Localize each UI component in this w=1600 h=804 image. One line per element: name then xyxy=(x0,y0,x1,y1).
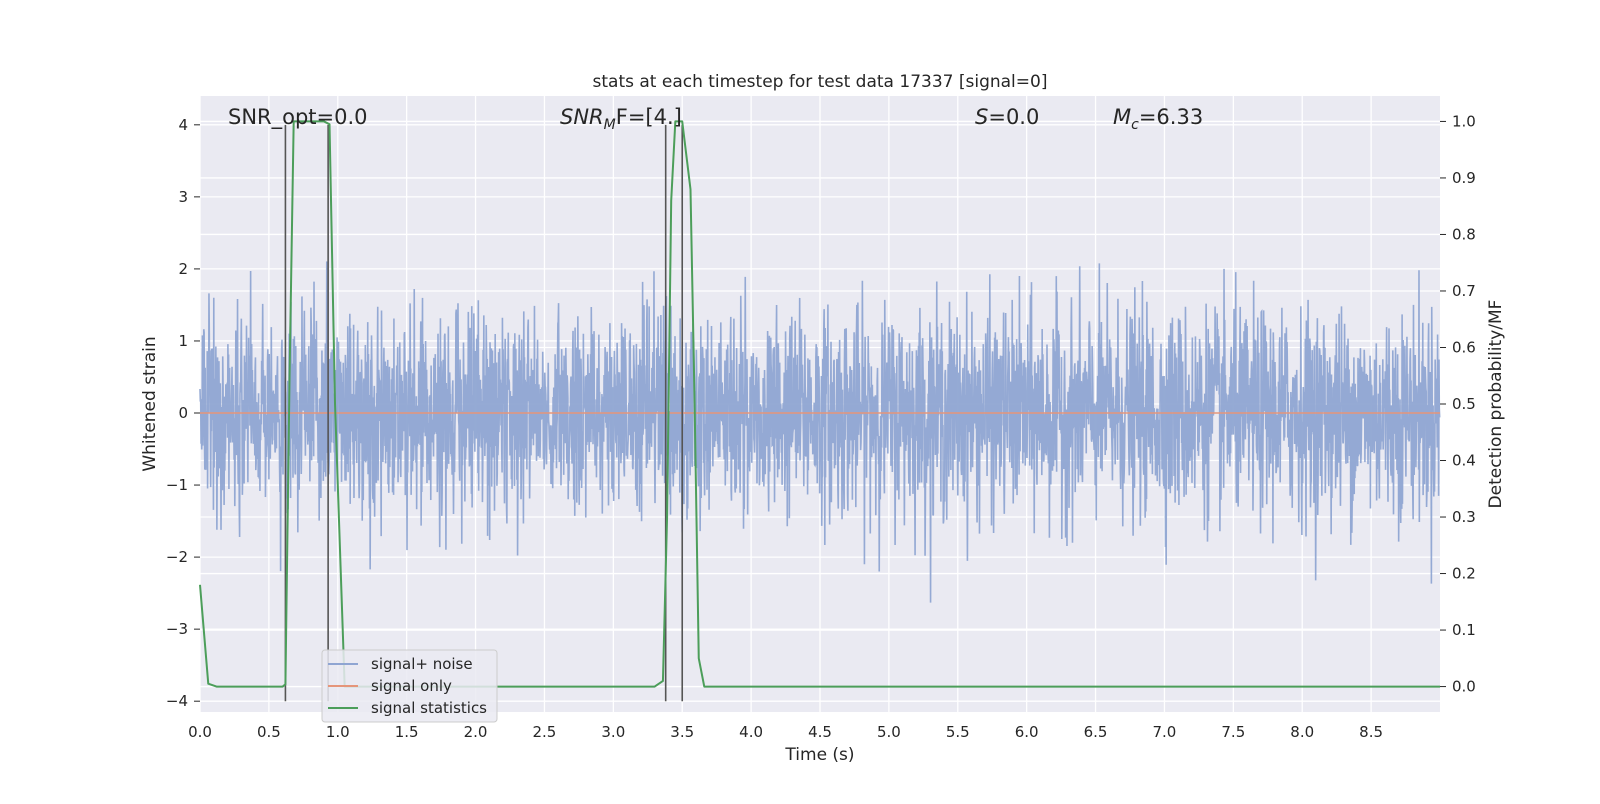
snr-mf-tail: F=[4.] xyxy=(616,105,682,129)
x-tick-label: 8.5 xyxy=(1359,723,1383,741)
x-tick-label: 4.5 xyxy=(808,723,832,741)
snr-mf-sub: M xyxy=(604,117,616,133)
s-annotation: S=0.0 xyxy=(975,105,1039,129)
legend-label-signal-only: signal only xyxy=(371,677,452,695)
x-tick-label: 6.5 xyxy=(1084,723,1108,741)
legend: signal+ noise signal only signal statist… xyxy=(321,649,498,723)
x-tick-label: 1.0 xyxy=(326,723,350,741)
signal-noise-series xyxy=(199,261,1441,603)
right-y-tick-labels: 1.0 0.9 0.8 0.7 0.6 0.5 0.4 0.3 0.2 0.1 0.0 xyxy=(1440,112,1476,696)
mc-annotation: Mc=6.33 xyxy=(1113,105,1203,133)
mc-sub: c xyxy=(1131,117,1139,133)
right-y-tick-label: 0.4 xyxy=(1452,452,1476,470)
right-y-tick-label: 0.7 xyxy=(1452,282,1476,300)
snr-opt-annotation: SNR_opt=0.0 xyxy=(228,105,368,130)
left-y-tick-label: −2 xyxy=(166,548,188,566)
legend-box xyxy=(321,649,498,723)
right-y-tick-label: 0.5 xyxy=(1452,395,1476,413)
left-y-axis-label: Whitened strain xyxy=(140,336,160,471)
left-y-tick-label: 4 xyxy=(178,116,188,134)
left-y-tick-label: −3 xyxy=(166,620,188,638)
right-y-tick-label: 0.0 xyxy=(1452,678,1476,696)
x-tick-label: 1.5 xyxy=(395,723,419,741)
x-tick-label: 0.0 xyxy=(188,723,212,741)
left-y-tick-label: −1 xyxy=(166,476,188,494)
s-tail: =0.0 xyxy=(988,105,1039,129)
right-y-tick-label: 0.8 xyxy=(1452,225,1476,243)
legend-label-signal-noise: signal+ noise xyxy=(371,655,473,673)
x-tick-label: 3.0 xyxy=(601,723,625,741)
signal-noise-line xyxy=(199,261,1441,603)
x-tick-label: 3.5 xyxy=(670,723,694,741)
x-axis-label: Time (s) xyxy=(784,745,854,765)
right-y-tick-label: 0.2 xyxy=(1452,565,1476,583)
snr-mf-main: SNR xyxy=(560,105,604,129)
right-y-tick-label: 0.9 xyxy=(1452,169,1476,187)
chart-title: stats at each timestep for test data 173… xyxy=(593,72,1048,92)
x-tick-label: 2.0 xyxy=(464,723,488,741)
x-tick-label: 2.5 xyxy=(533,723,557,741)
x-tick-label: 7.5 xyxy=(1221,723,1245,741)
x-tick-label: 7.0 xyxy=(1153,723,1177,741)
right-y-tick-label: 0.1 xyxy=(1452,621,1476,639)
right-y-tick-label: 0.6 xyxy=(1452,338,1476,356)
s-main: S xyxy=(975,105,988,129)
x-tick-label: 8.0 xyxy=(1290,723,1314,741)
mc-main: M xyxy=(1113,105,1131,129)
left-y-tick-label: 3 xyxy=(178,188,188,206)
left-y-tick-labels: 4 3 2 1 0 −1 −2 −3 −4 xyxy=(166,116,200,710)
left-y-tick-label: 1 xyxy=(178,332,188,350)
x-tick-label: 6.0 xyxy=(1015,723,1039,741)
right-y-tick-label: 1.0 xyxy=(1452,112,1476,130)
mc-tail: =6.33 xyxy=(1139,105,1203,129)
x-tick-labels: 0.0 0.5 1.0 1.5 2.0 2.5 3.0 3.5 4.0 4.5 5.0 5.5 6.0 6… xyxy=(188,723,1383,741)
snr-mf-annotation: SNRMF=[4.] xyxy=(560,105,682,133)
x-tick-label: 5.5 xyxy=(946,723,970,741)
left-y-tick-label: 0 xyxy=(178,404,188,422)
x-tick-label: 4.0 xyxy=(739,723,763,741)
x-tick-label: 0.5 xyxy=(257,723,281,741)
left-y-tick-label: −4 xyxy=(166,692,188,710)
legend-label-signal-statistics: signal statistics xyxy=(371,699,487,717)
left-y-tick-label: 2 xyxy=(178,260,188,278)
x-tick-label: 5.0 xyxy=(877,723,901,741)
right-y-tick-label: 0.3 xyxy=(1452,508,1476,526)
right-y-axis-label: Detection probability/MF xyxy=(1486,300,1506,509)
